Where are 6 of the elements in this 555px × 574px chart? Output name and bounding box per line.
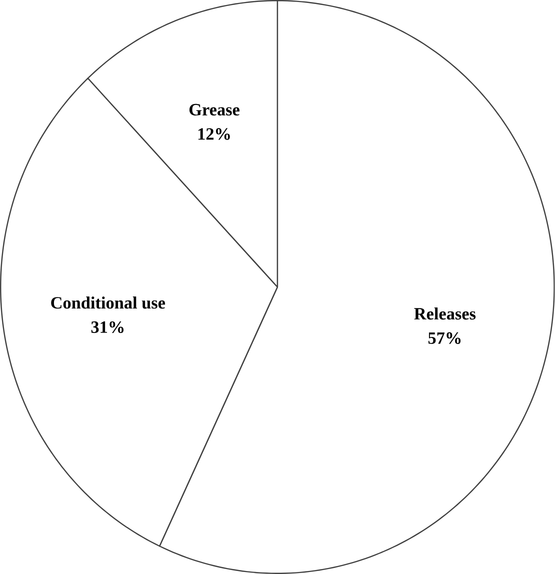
data-label: 12%: [198, 128, 230, 140]
data-label: 57%: [428, 332, 461, 344]
data-label: 31%: [91, 321, 124, 333]
slice-label: Conditional use: [51, 296, 166, 309]
slice-label: Releases: [414, 307, 476, 320]
slice-label: Grease: [190, 104, 240, 116]
